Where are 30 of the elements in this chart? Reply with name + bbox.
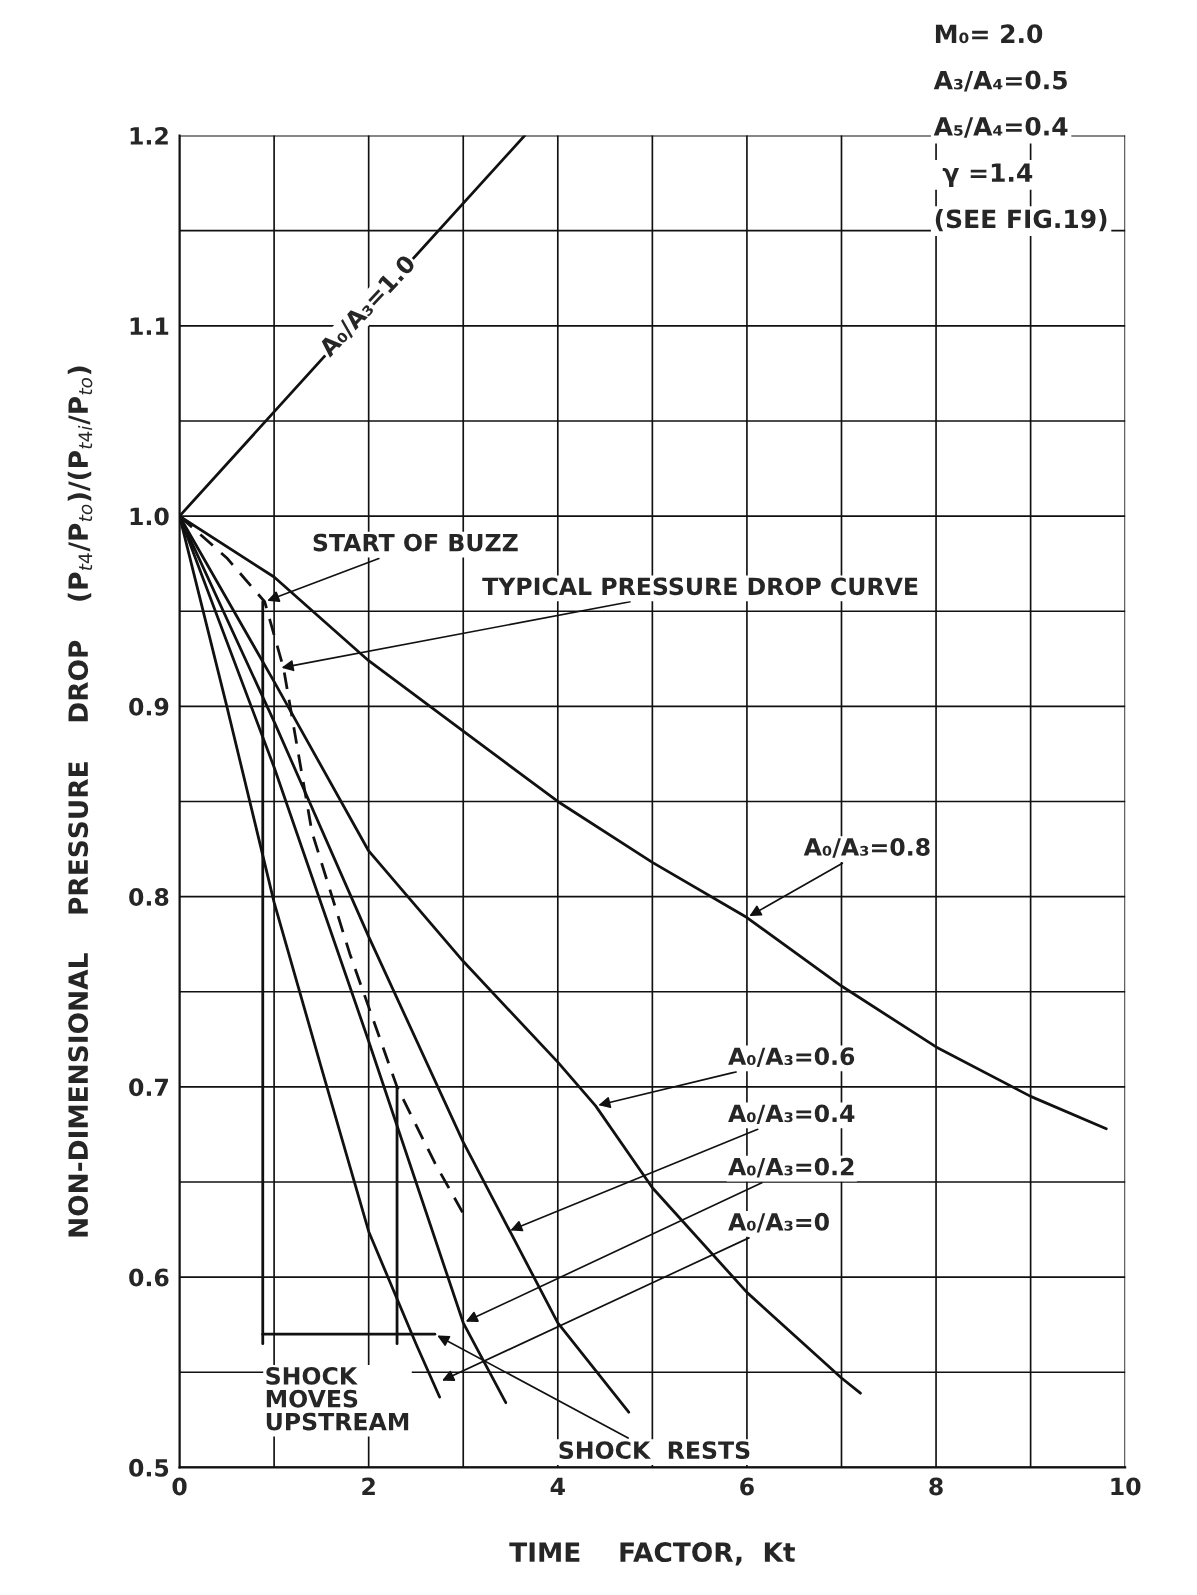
y-tick-label: 0.7 [129,1078,168,1097]
y-tick-label: 0.9 [129,697,169,716]
x-tick-label: 0 [172,1477,187,1496]
text: M₀= 2.0 [935,24,1043,44]
annotation: A₅/A₄=0.4 [933,116,1068,138]
annotation: START OF BUZZ [313,533,518,552]
y-tick-label: 0.5 [129,1458,169,1477]
annotation: SHOCK RESTS [559,1441,750,1460]
annotation: A₀/A₃=0.4 [728,1104,855,1125]
x-tick-label: 8 [929,1477,943,1496]
text: A₃/A₄=0.5 [933,70,1067,92]
annotation: γ =1.4 [942,163,1033,187]
annotation: A₀/A₃=0.2 [728,1157,854,1178]
annotation: SHOCK MOVES UPSTREAM [266,1366,409,1431]
annotation: A₀/A₃=0.8 [803,838,930,858]
y-tick-label: 0.6 [129,1268,169,1287]
y-tick-label: 0.8 [129,888,169,906]
annotation: A₀/A₃=0 [728,1212,829,1233]
y-tick-label: 1.2 [130,127,168,145]
annotation: A₀/A₃=0.6 [728,1047,855,1068]
x-tick-label: 2 [362,1477,375,1496]
text: NON-DIMENSIONAL PRESSURE DROP (P$_{t4}$/P$_{to}$)/(P$_{t4i}$/P$_{to}$) [67,366,93,1237]
x-tick-label: 4 [550,1477,565,1496]
x-axis-title: TIME FACTOR, Kt [509,1542,795,1566]
y-tick-label: 1.0 [130,507,169,526]
annotation: (SEE FIG.19) [935,208,1107,232]
x-tick-label: 10 [1111,1477,1141,1496]
annotation: TYPICAL PRESSURE DROP CURVE [482,577,918,596]
y-tick-label: 1.1 [130,317,169,335]
x-tick-label: 6 [740,1477,754,1496]
